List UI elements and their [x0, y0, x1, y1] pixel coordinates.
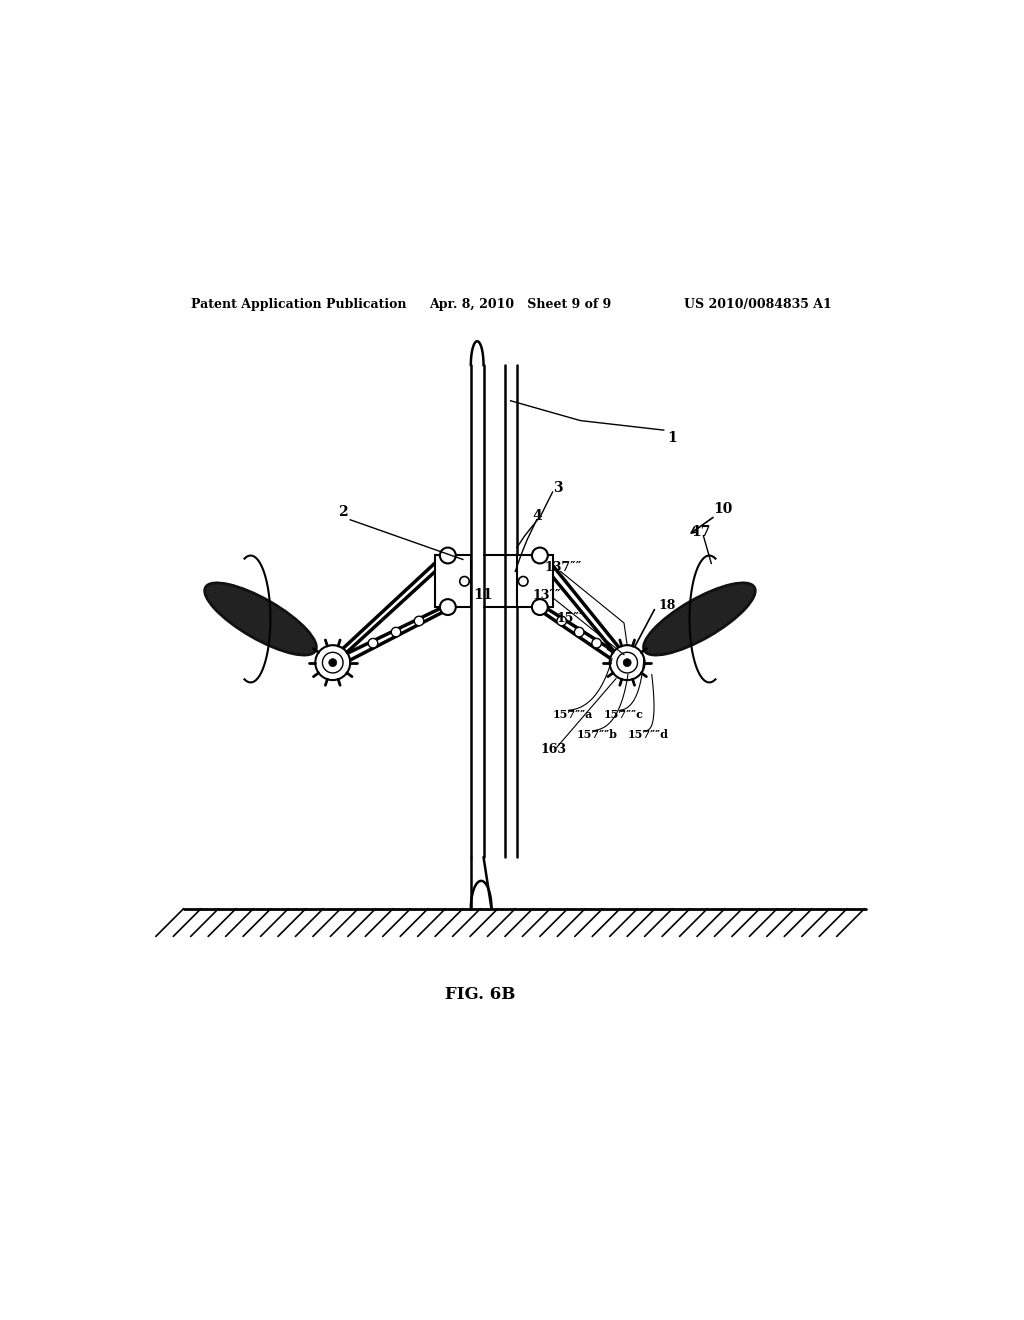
Text: 15″″: 15″″ [557, 612, 585, 626]
Circle shape [415, 616, 424, 626]
Text: 3: 3 [553, 480, 562, 495]
Circle shape [518, 577, 528, 586]
Text: 1: 1 [668, 432, 678, 445]
Text: 157″″b: 157″″b [577, 729, 617, 739]
Text: 157″″a: 157″″a [553, 709, 593, 719]
Circle shape [609, 645, 645, 680]
Text: Apr. 8, 2010   Sheet 9 of 9: Apr. 8, 2010 Sheet 9 of 9 [430, 298, 611, 312]
Text: 157″″c: 157″″c [604, 709, 644, 719]
Text: 163: 163 [541, 743, 566, 756]
Circle shape [391, 627, 400, 636]
Circle shape [531, 548, 548, 564]
Circle shape [323, 652, 343, 673]
Circle shape [574, 627, 584, 636]
Circle shape [531, 599, 548, 615]
Ellipse shape [643, 583, 756, 655]
Circle shape [440, 599, 456, 615]
Text: 13″″: 13″″ [532, 589, 561, 602]
Circle shape [460, 577, 469, 586]
Text: 18: 18 [658, 599, 676, 612]
Circle shape [624, 659, 631, 667]
Text: 17: 17 [691, 524, 711, 539]
Circle shape [369, 639, 378, 648]
Circle shape [315, 645, 350, 680]
Text: 4: 4 [532, 508, 543, 523]
Text: 157″″d: 157″″d [628, 729, 669, 739]
Bar [517, 556, 553, 607]
Text: US 2010/0084835 A1: US 2010/0084835 A1 [684, 298, 831, 312]
Circle shape [440, 548, 456, 564]
Text: 137″″: 137″″ [545, 561, 582, 574]
Text: Patent Application Publication: Patent Application Publication [191, 298, 407, 312]
Ellipse shape [205, 583, 316, 655]
Circle shape [592, 639, 601, 648]
Text: 11: 11 [473, 589, 493, 602]
Text: FIG. 6B: FIG. 6B [445, 986, 516, 1003]
Text: 10: 10 [713, 503, 732, 516]
Text: 2: 2 [338, 504, 348, 519]
Circle shape [616, 652, 638, 673]
Circle shape [557, 616, 566, 626]
Circle shape [329, 659, 337, 667]
Bar [435, 556, 471, 607]
